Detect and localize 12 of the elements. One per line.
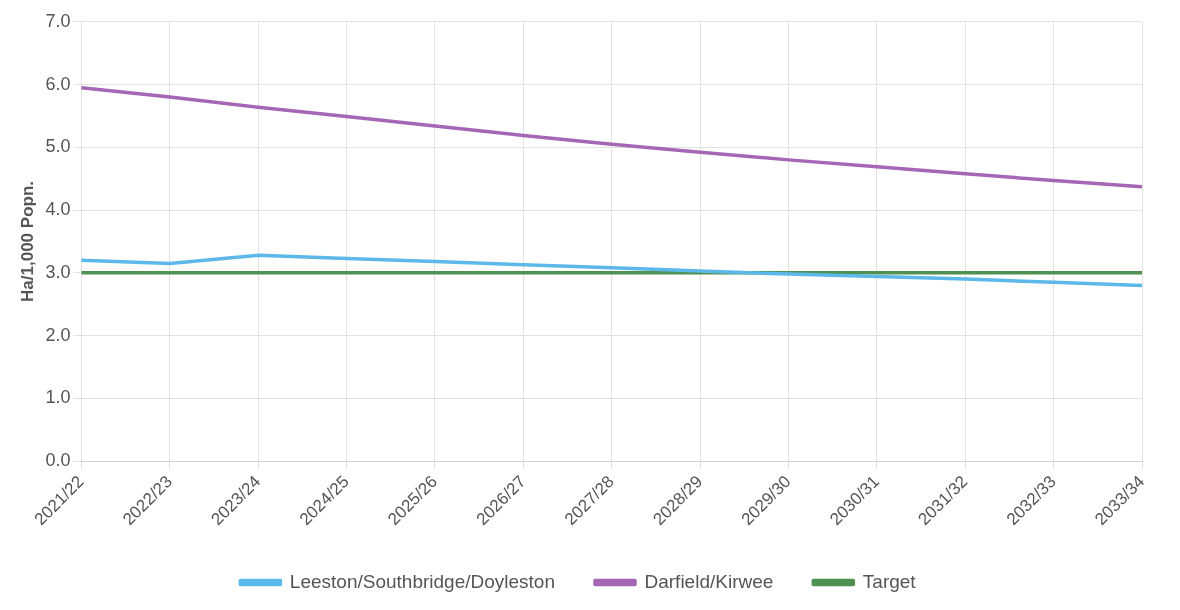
legend-label: Leeston/Southbridge/Doyleston xyxy=(289,570,556,592)
y-tick-label: 2.0 xyxy=(45,324,71,345)
y-tick-label: 5.0 xyxy=(45,136,71,157)
y-tick-label: 7.0 xyxy=(45,10,71,31)
y-tick-label: 3.0 xyxy=(45,261,71,282)
legend-label: Darfield/Kirwee xyxy=(644,570,774,592)
y-axis-title: Ha/1,000 Popn. xyxy=(17,180,37,302)
y-tick-label: 6.0 xyxy=(45,73,71,94)
y-tick-label: 1.0 xyxy=(45,387,71,408)
legend-label: Target xyxy=(862,570,917,592)
y-tick-label: 4.0 xyxy=(45,199,71,220)
y-tick-label: 0.0 xyxy=(45,450,71,471)
